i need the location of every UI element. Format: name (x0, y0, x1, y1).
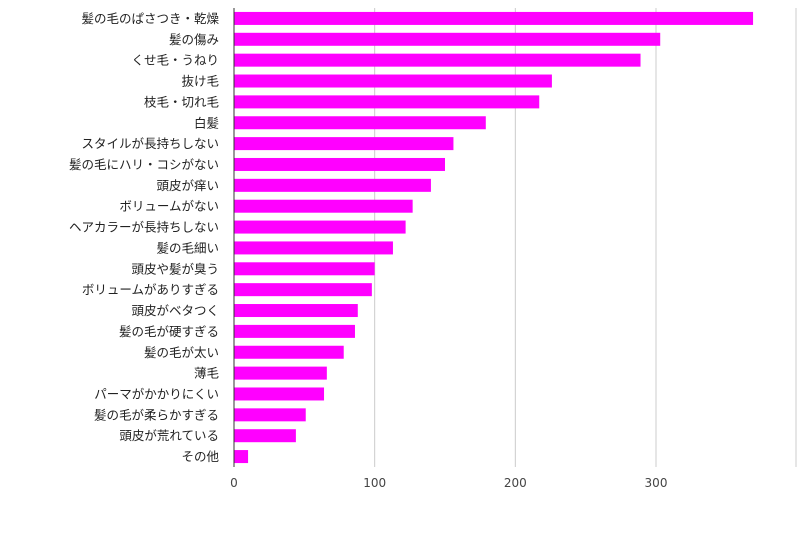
category-label: 髪の毛にハリ・コシがない (69, 157, 219, 172)
category-labels: 髪の毛のぱさつき・乾燥髪の傷みくせ毛・うねり抜け毛枝毛・切れ毛白髪スタイルが長持… (69, 11, 220, 464)
x-tick-label: 300 (645, 476, 668, 490)
bar (234, 241, 393, 255)
bar (234, 157, 445, 171)
bar (234, 116, 486, 130)
category-label: くせ毛・うねり (131, 53, 219, 68)
category-label: 髪の毛が柔らかすぎる (94, 407, 219, 422)
category-label: 髪の傷み (169, 32, 219, 47)
bar (234, 304, 358, 318)
bar (234, 95, 540, 109)
bar (234, 74, 552, 88)
bar (234, 220, 406, 234)
bar (234, 450, 249, 464)
category-label: ボリュームがありすぎる (82, 282, 219, 297)
bar (234, 345, 344, 359)
category-label: ヘアカラーが長持ちしない (69, 220, 219, 235)
bar (234, 11, 754, 25)
category-label: パーマがかかりにくい (94, 386, 219, 401)
x-tick-label: 100 (363, 476, 386, 490)
category-label: 薄毛 (194, 366, 220, 381)
bar (234, 408, 306, 422)
bar (234, 178, 431, 192)
category-label: ボリュームがない (119, 199, 219, 214)
bar (234, 137, 454, 151)
bar (234, 387, 325, 401)
category-label: 枝毛・切れ毛 (144, 94, 220, 109)
category-label: スタイルが長持ちしない (81, 136, 219, 151)
category-label: 抜け毛 (181, 74, 219, 89)
category-label: その他 (181, 449, 219, 464)
category-label: 頭皮が痒い (156, 178, 219, 193)
bar (234, 53, 641, 67)
x-tick-labels: 0 100 200 300 (230, 476, 667, 490)
category-label: 白髪 (194, 115, 219, 130)
category-label: 髪の毛のぱさつき・乾燥 (81, 11, 219, 26)
category-label: 頭皮や髪が臭う (131, 261, 219, 276)
category-label: 髪の毛が太い (144, 345, 219, 360)
x-tick-label: 200 (504, 476, 527, 490)
bar (234, 429, 296, 443)
bar (234, 199, 413, 213)
bar (234, 262, 375, 276)
category-label: 髪の毛細い (156, 240, 219, 255)
category-label: 頭皮がベタつく (131, 303, 219, 318)
bar (234, 324, 355, 338)
bars (234, 11, 754, 464)
bar (234, 32, 661, 46)
category-label: 頭皮が荒れている (119, 428, 219, 443)
x-tick-label: 0 (230, 476, 238, 490)
category-label: 髪の毛が硬すぎる (119, 324, 219, 339)
bar (234, 366, 327, 380)
bar (234, 283, 372, 297)
